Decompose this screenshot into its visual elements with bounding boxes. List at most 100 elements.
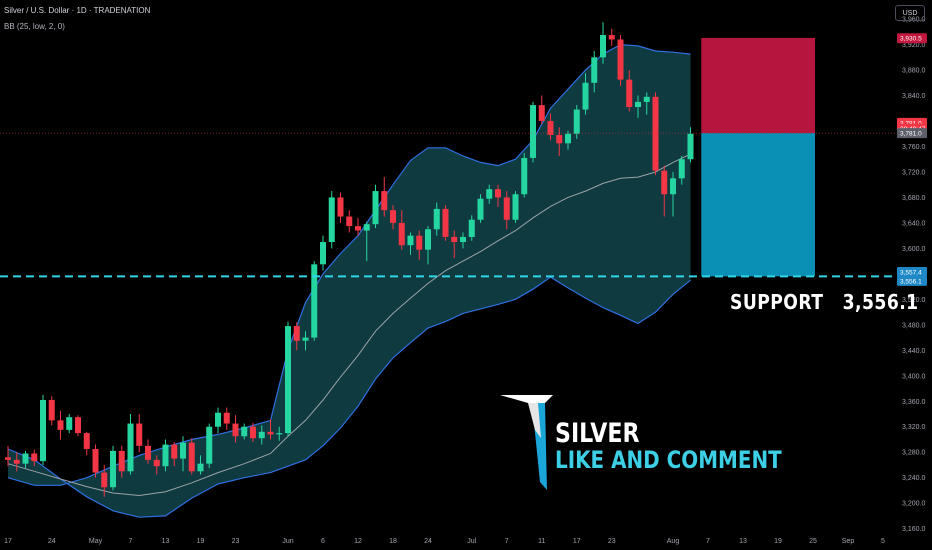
x-tick-label: 13 [162,538,170,545]
price-tag-bg [897,128,927,139]
candle-body [127,423,134,472]
candle-body [468,219,475,237]
y-tick-label: 3,400.0 [902,373,925,380]
candle [346,210,353,233]
candle-body [66,417,73,430]
candle [547,113,554,141]
candle-body [57,420,64,430]
candle-body [565,133,571,144]
x-tick-label: 23 [232,538,240,545]
band-fill [8,44,691,518]
candle-body [13,459,20,464]
y-tick-label: 3,600.0 [902,246,925,253]
candle [48,396,55,426]
price-tag-label: 3,556.1 [900,278,922,285]
x-tick-label: Aug [667,538,680,545]
x-tick-label: 13 [739,538,747,545]
candle-body [626,79,633,107]
candle [145,439,151,464]
y-tick-label: 3,360.0 [902,399,925,406]
candle [512,191,519,223]
candle [92,444,99,478]
candle [153,455,160,475]
candle-body [372,191,379,225]
candle [180,436,186,472]
candle-body [390,210,396,223]
candle [477,194,484,223]
candle-body [608,35,615,40]
candle [363,221,370,262]
y-tick-label: 3,480.0 [902,322,925,329]
stop-zone[interactable] [701,37,815,134]
y-tick-label: 3,640.0 [902,220,925,227]
candle-body [311,264,318,338]
candle [556,127,563,157]
candle [5,445,11,467]
candle [372,184,379,229]
candle-body [5,457,11,460]
candle [398,210,405,250]
candle [197,455,204,475]
y-tick-label: 3,520.0 [902,297,925,304]
candle [13,452,20,472]
y-tick-label: 3,760.0 [902,144,925,151]
candle-body [188,442,195,472]
price-tag-label: 3,930.5 [900,36,922,43]
candle [250,422,256,443]
candle-body [451,236,458,243]
candle-body [110,450,116,488]
y-tick-label: 3,680.0 [902,195,925,202]
candle [118,445,125,478]
candle [22,450,29,469]
x-tick-label: 7 [129,538,133,545]
x-tick-label: 19 [774,538,782,545]
x-tick-label: 11 [538,538,545,545]
y-tick-label: 3,840.0 [902,93,925,100]
candle [425,226,431,265]
candle [503,191,510,230]
candle-body [83,433,90,450]
x-tick-label: 6 [321,538,325,545]
band-lower-line [7,276,691,518]
candle-body [416,235,423,250]
candle [381,177,388,217]
candle [320,235,326,271]
candle-body [670,178,676,195]
level-lines [0,132,895,278]
support-label: SUPPORT 3,556.1 [730,290,919,314]
price-tag-bg [897,33,927,44]
currency-button[interactable]: USD [895,5,925,21]
candle-body [643,96,650,102]
y-tick-label: 3,880.0 [902,68,925,75]
candle [661,165,668,217]
logo-stem-white [528,403,541,438]
candle [83,431,90,456]
target-zone[interactable] [701,133,815,277]
candle [617,35,624,86]
candle [442,205,449,241]
candle-body [442,208,449,237]
y-tick-label: 3,280.0 [902,450,925,457]
candle-body [460,236,466,243]
candle-body [355,226,361,231]
candle-body [661,170,668,195]
y-tick-label: 3,160.0 [902,526,925,533]
candle-body [617,39,624,80]
price-tags: 3,930.53,781.008:49:473,781.03,557.43,55… [897,33,927,286]
x-tick-label: 5 [881,538,885,545]
candle [538,95,545,125]
candle-body [398,222,405,246]
candle-body [503,197,510,220]
candle-body [363,224,370,231]
x-tick-label: Jul [467,538,476,545]
candle-body [556,135,563,144]
candle-body [197,463,204,472]
price-tag-bg [897,266,927,277]
candle-body [136,423,143,446]
logo-bar-white [500,395,553,403]
indicator-legend[interactable]: BB (25, low, 2, 0) [4,22,65,31]
price-tag: 3,781.0 [897,128,927,139]
candle-body [215,412,221,427]
candle-body [328,197,335,243]
